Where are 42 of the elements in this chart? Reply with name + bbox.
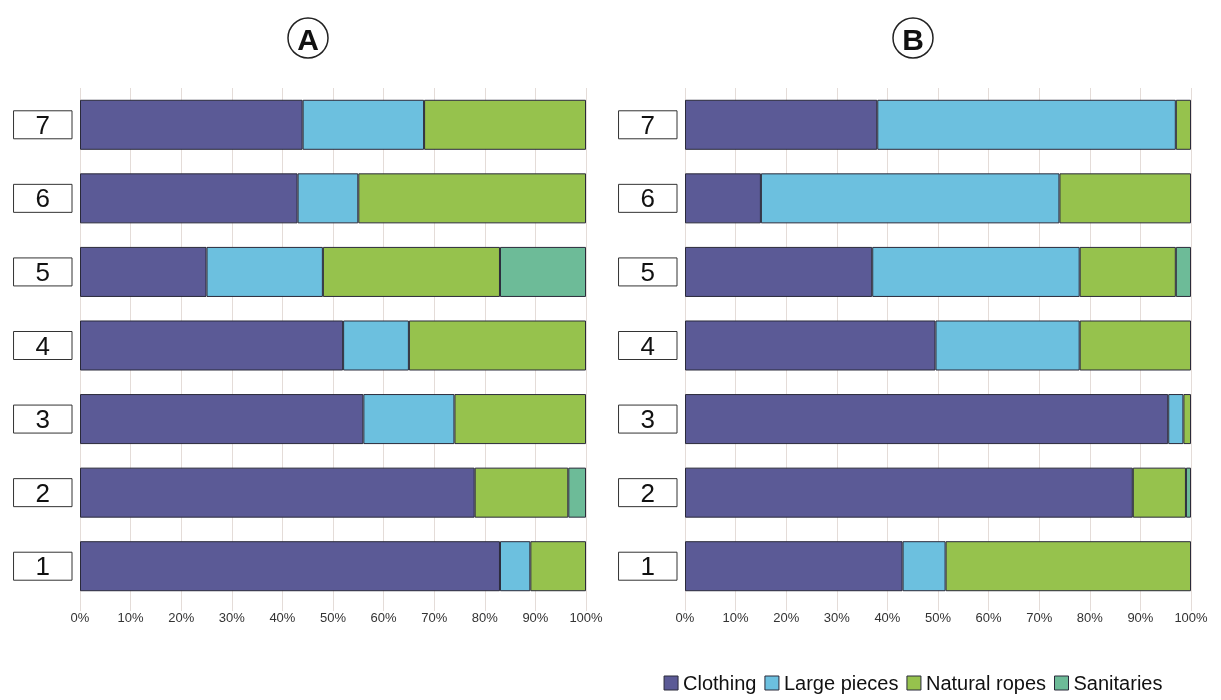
x-tick-label: 40% [874,610,901,625]
x-tick-label: 10% [117,610,145,625]
x-tick-label: 80% [471,610,499,625]
x-tick-label: 40% [269,610,296,625]
y-tick-label: 3 [640,404,655,435]
x-tick-label: 100% [1174,610,1209,625]
x-tick-label: 90% [522,610,549,625]
legend-label: Large pieces [783,672,899,694]
y-tick-label: 7 [640,109,655,140]
y-tick-label: 3 [35,404,50,435]
y-tick-label: 4 [640,330,655,361]
x-tick-label: 50% [319,610,347,625]
x-tick-label: 0% [70,610,90,625]
x-tick-label: 70% [1026,610,1053,625]
x-tick-label: 60% [975,610,1003,625]
x-tick-label: 50% [924,610,952,625]
x-tick-label: 80% [1076,610,1104,625]
y-tick-label: 2 [35,477,50,508]
y-tick-label: 7 [35,109,50,140]
chart-title: A [297,22,319,56]
y-tick-label: 6 [640,183,655,214]
x-tick-label: 100% [569,610,604,625]
y-tick-label: 1 [640,551,655,582]
x-tick-label: 70% [421,610,448,625]
x-tick-label: 30% [823,610,851,625]
legend-label: Clothing [683,672,757,694]
y-tick-label: 5 [640,256,655,287]
chart-title: B [902,22,924,56]
y-tick-label: 5 [35,256,50,287]
x-tick-label: 30% [218,610,246,625]
legend-label: Natural ropes [925,672,1047,694]
x-tick-label: 60% [370,610,398,625]
y-tick-label: 4 [35,330,50,361]
x-tick-label: 0% [675,610,695,625]
x-tick-label: 10% [722,610,750,625]
x-tick-label: 20% [773,610,800,625]
y-tick-label: 2 [640,477,655,508]
x-tick-label: 20% [168,610,195,625]
legend-label: Sanitaries [1073,672,1163,694]
y-tick-label: 6 [35,183,50,214]
y-tick-label: 1 [35,551,50,582]
x-tick-label: 90% [1127,610,1154,625]
